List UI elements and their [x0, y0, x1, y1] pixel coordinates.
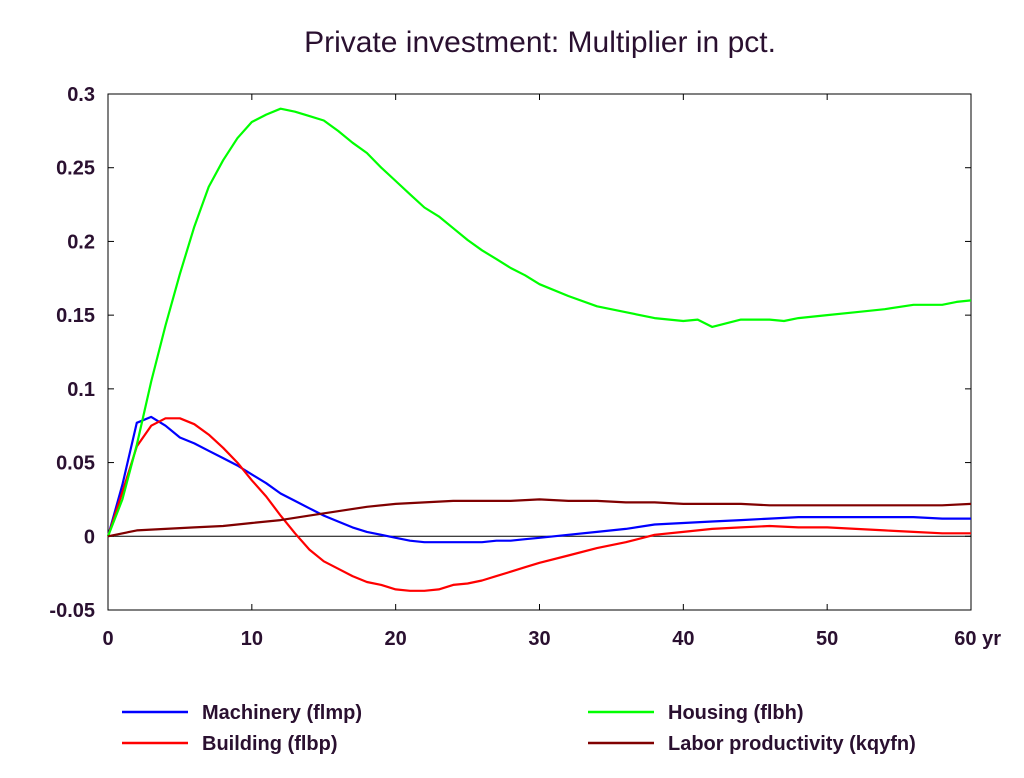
- x-tick-label: 10: [241, 628, 263, 650]
- x-tick-label: 40: [672, 628, 694, 650]
- chart-title: Private investment: Multiplier in pct.: [304, 26, 776, 59]
- y-tick-label: 0.2: [67, 231, 95, 253]
- y-tick-label: -0.05: [49, 600, 95, 622]
- series-layer: [106, 107, 972, 592]
- legend-item: Machinery (flmp): [122, 702, 362, 724]
- y-tick-label: 0.25: [56, 158, 95, 180]
- x-tick-label: 30: [528, 628, 550, 650]
- legend-label: Labor productivity (kqyfn): [668, 733, 916, 755]
- y-tick-label: 0.15: [56, 305, 95, 327]
- y-tick-label: 0.1: [67, 379, 95, 401]
- y-axis: -0.05 0 0.05 0.1 0.15 0.2 0.25 0.3: [49, 84, 971, 622]
- plot-area: -0.05 0 0.05 0.1 0.15 0.2 0.25 0.3 0 10 20 30 40 50 6…: [49, 84, 1001, 650]
- legend-label: Building (flbp): [202, 733, 338, 755]
- y-tick-label: 0.05: [56, 453, 95, 475]
- legend-label: Machinery (flmp): [202, 702, 362, 724]
- x-tick-label: 50: [816, 628, 838, 650]
- y-tick-label: 0: [84, 526, 95, 548]
- legend-item: Building (flbp): [122, 733, 338, 755]
- legend-item: Housing (flbh): [588, 702, 804, 724]
- plot-frame: [107, 93, 972, 611]
- series-line-building-flbp: [106, 417, 971, 592]
- legend-item: Labor productivity (kqyfn): [588, 733, 916, 755]
- legend: Machinery (flmp) Housing (flbh) Building (…: [122, 702, 916, 755]
- legend-label: Housing (flbh): [668, 702, 804, 724]
- x-tick-label: 20: [385, 628, 407, 650]
- series-line-machinery-flmp: [106, 415, 971, 544]
- y-tick-label: 0.3: [67, 84, 95, 106]
- x-tick-label: 0: [102, 628, 113, 650]
- series-line-housing-flbh: [106, 107, 972, 537]
- series-line-labor-productivity-kqyfn: [107, 498, 972, 538]
- x-tick-label: 60 yr: [954, 628, 1001, 650]
- x-axis: 0 10 20 30 40 50 60 yr: [102, 94, 1001, 650]
